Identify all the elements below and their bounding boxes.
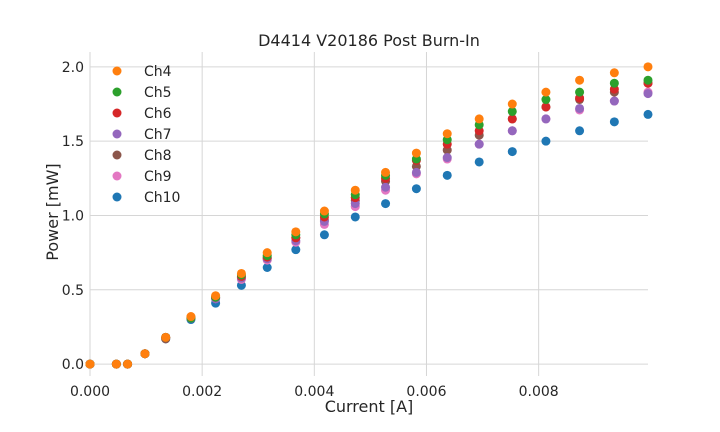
data-point xyxy=(442,170,452,180)
grid xyxy=(89,52,648,376)
legend-item-ch7: Ch7 xyxy=(112,127,172,143)
legend-item-ch4: Ch4 xyxy=(112,64,172,80)
y-tick-label: 2.0 xyxy=(62,60,84,76)
legend-label: Ch4 xyxy=(144,64,172,80)
data-point xyxy=(381,182,391,192)
data-point xyxy=(262,263,272,273)
legend-marker xyxy=(112,108,122,118)
x-tick-label: 0.004 xyxy=(294,384,334,400)
data-point xyxy=(442,153,452,163)
data-point xyxy=(575,103,585,113)
data-point xyxy=(111,359,121,369)
data-point xyxy=(609,68,619,78)
data-point xyxy=(381,167,391,177)
data-point xyxy=(541,87,551,97)
y-tick-label: 1.0 xyxy=(62,208,84,224)
data-point xyxy=(262,248,272,258)
legend-marker xyxy=(112,150,122,160)
data-point xyxy=(474,114,484,124)
legend-label: Ch8 xyxy=(144,148,172,164)
data-point xyxy=(161,332,171,342)
y-tick-label: 1.5 xyxy=(62,134,84,150)
data-point xyxy=(442,129,452,139)
data-point xyxy=(140,349,150,359)
data-point xyxy=(411,167,421,177)
data-point xyxy=(236,268,246,278)
data-point xyxy=(541,95,551,105)
data-point xyxy=(350,212,360,222)
data-point xyxy=(609,117,619,127)
legend-label: Ch6 xyxy=(144,106,172,122)
x-tick-label: 0.008 xyxy=(519,384,559,400)
data-point xyxy=(411,184,421,194)
legend-marker xyxy=(112,192,122,202)
legend-marker xyxy=(112,129,122,139)
legend-marker xyxy=(112,171,122,181)
data-point xyxy=(609,78,619,88)
x-tick-label: 0.000 xyxy=(70,384,110,400)
data-point xyxy=(507,106,517,116)
legend-marker xyxy=(112,87,122,97)
data-point xyxy=(291,245,301,255)
data-point xyxy=(211,291,221,301)
legend-label: Ch5 xyxy=(144,85,172,101)
data-point xyxy=(381,199,391,209)
data-point xyxy=(507,126,517,136)
y-tick-label: 0.5 xyxy=(62,283,84,299)
legend-label: Ch7 xyxy=(144,127,172,143)
data-points xyxy=(85,62,653,369)
legend-item-ch5: Ch5 xyxy=(112,85,172,101)
data-point xyxy=(541,114,551,124)
legend: Ch4 Ch5 Ch6 Ch7 Ch8 Ch9 Ch10 xyxy=(112,64,180,206)
data-point xyxy=(643,62,653,72)
data-point xyxy=(319,230,329,240)
data-point xyxy=(643,89,653,99)
y-axis-label: Power [mW] xyxy=(43,163,62,260)
data-point xyxy=(609,96,619,106)
legend-item-ch9: Ch9 xyxy=(112,169,172,185)
data-point xyxy=(575,87,585,97)
data-point xyxy=(643,75,653,85)
data-point xyxy=(507,114,517,124)
data-point xyxy=(507,147,517,157)
series-ch4 xyxy=(85,62,653,369)
x-tick-label: 0.006 xyxy=(406,384,446,400)
data-point xyxy=(474,157,484,167)
tick-labels: 0.000 0.002 0.004 0.006 0.008 0.0 0.5 1.0 1.5 2.0 xyxy=(62,60,559,400)
chart-title: D4414 V20186 Post Burn-In xyxy=(258,31,480,50)
data-point xyxy=(575,75,585,85)
legend-item-ch10: Ch10 xyxy=(112,190,180,206)
data-point xyxy=(350,185,360,195)
data-point xyxy=(123,359,133,369)
data-point xyxy=(474,139,484,149)
data-point xyxy=(541,102,551,112)
legend-marker xyxy=(112,66,122,76)
data-point xyxy=(186,312,196,322)
x-axis-label: Current [A] xyxy=(325,397,414,416)
legend-label: Ch10 xyxy=(144,190,180,206)
data-point xyxy=(643,109,653,119)
data-point xyxy=(319,206,329,216)
y-tick-label: 0.0 xyxy=(62,357,84,373)
legend-item-ch6: Ch6 xyxy=(112,106,172,122)
data-point xyxy=(291,227,301,237)
x-tick-label: 0.002 xyxy=(182,384,222,400)
legend-label: Ch9 xyxy=(144,169,172,185)
legend-item-ch8: Ch8 xyxy=(112,148,172,164)
data-point xyxy=(411,148,421,158)
data-point xyxy=(507,99,517,109)
data-point xyxy=(541,136,551,146)
data-point xyxy=(85,359,95,369)
data-point xyxy=(575,126,585,136)
